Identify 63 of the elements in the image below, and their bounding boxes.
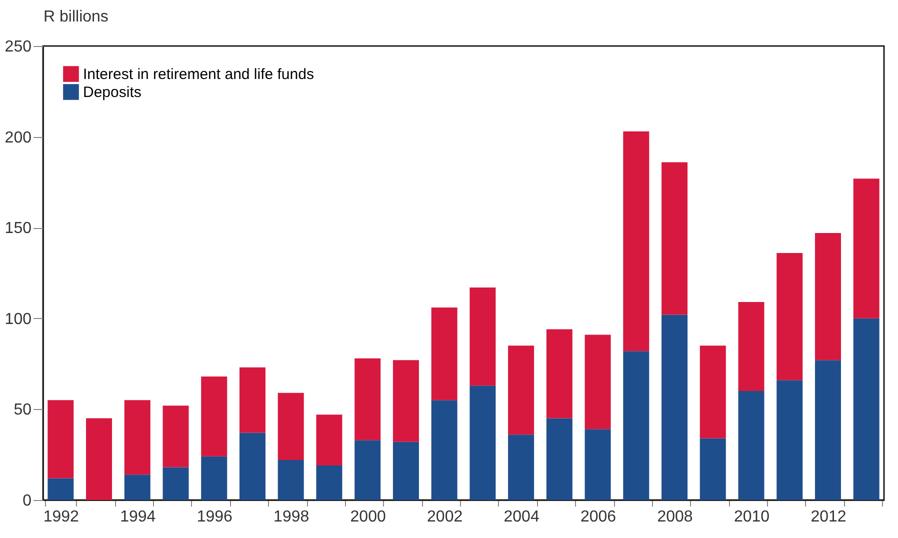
bar: [584, 429, 611, 500]
bar: [162, 467, 189, 500]
legend-label: Interest in retirement and life funds: [83, 66, 314, 83]
bar: [470, 288, 496, 386]
bar: [124, 400, 150, 475]
bar: [738, 302, 764, 392]
bar: [431, 400, 458, 500]
bar: [316, 465, 342, 500]
bar: [392, 442, 419, 500]
bar: [662, 162, 688, 315]
bar: [623, 351, 650, 500]
x-tick-label: 2000: [350, 508, 386, 526]
bar: [354, 440, 381, 500]
x-tick-label: 1996: [196, 508, 233, 526]
bar: [623, 131, 650, 352]
bar: [48, 478, 74, 500]
bar: [814, 360, 841, 500]
x-tick-label: 2012: [810, 508, 846, 526]
x-tick-label: 1998: [274, 508, 310, 526]
bar: [546, 329, 572, 418]
bar: [853, 318, 880, 500]
bar: [86, 418, 112, 500]
y-tick-label: 0: [22, 492, 32, 510]
x-tick-label: 2006: [580, 508, 616, 526]
bar: [48, 400, 74, 478]
bar: [124, 474, 150, 500]
x-tick-label: 1992: [43, 508, 80, 526]
bar: [546, 418, 572, 500]
bar: [201, 456, 228, 500]
bar: [508, 434, 534, 500]
bar: [700, 438, 726, 500]
bar: [508, 346, 534, 435]
y-tick-label: 200: [4, 129, 32, 146]
bar: [776, 380, 803, 500]
bar: [738, 391, 764, 500]
bar: [201, 376, 228, 456]
x-tick-label: 2004: [504, 508, 540, 526]
y-tick-label: 150: [4, 220, 32, 238]
bar: [239, 432, 266, 500]
y-tick-label: 250: [4, 38, 32, 56]
bar: [470, 386, 496, 500]
y-axis-title: R billions: [44, 8, 108, 26]
bar: [239, 367, 266, 433]
bar: [584, 334, 611, 430]
bar: [316, 414, 342, 466]
bar: [700, 346, 726, 438]
bar: [392, 360, 419, 442]
bar: [776, 253, 803, 380]
bar: [431, 308, 458, 400]
x-tick-label: 2010: [734, 508, 770, 526]
y-tick-label: 50: [14, 402, 32, 419]
bar: [354, 358, 381, 440]
bar: [278, 392, 304, 460]
legend-label: Deposits: [83, 84, 142, 101]
bar: [662, 314, 688, 500]
bar: [814, 233, 841, 360]
x-tick-label: 2002: [427, 508, 463, 526]
bar: [162, 406, 189, 468]
x-tick-label: 1994: [120, 508, 156, 526]
bar: [278, 460, 304, 500]
bar: [853, 178, 880, 318]
x-tick-label: 2008: [657, 508, 693, 526]
y-tick-label: 100: [4, 310, 32, 328]
